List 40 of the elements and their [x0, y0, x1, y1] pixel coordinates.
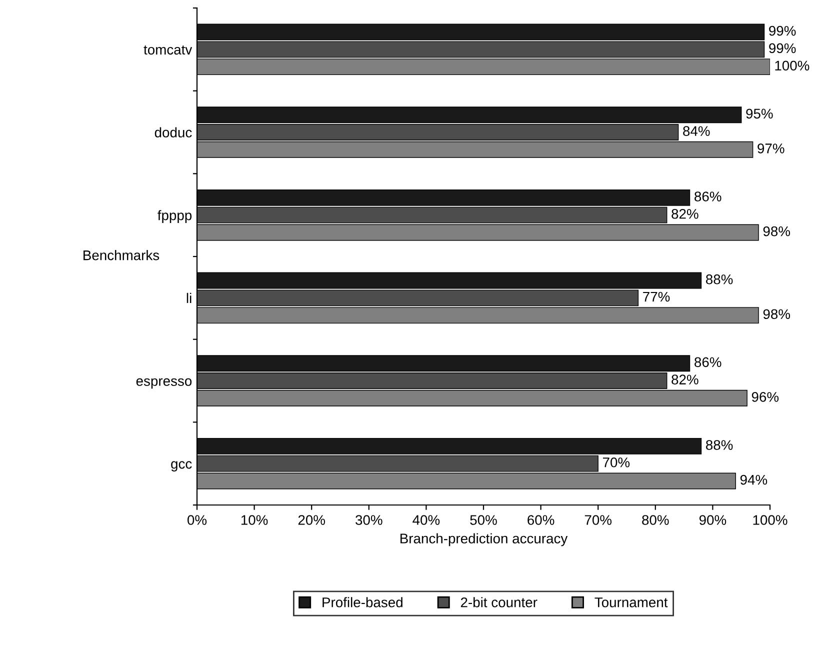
y-tick-label: fpppp: [158, 210, 192, 223]
legend-label: Profile-based: [322, 597, 402, 608]
x-tick-label: 70%: [584, 515, 612, 525]
x-tick-label: 90%: [699, 515, 726, 525]
data-label: 70%: [602, 457, 630, 468]
data-label: 98%: [763, 309, 790, 320]
y-tick-label: gcc: [171, 461, 192, 472]
legend-label: 2-bit counter: [460, 597, 538, 608]
data-label: 84%: [683, 126, 710, 136]
y-tick-label: li: [186, 292, 192, 303]
data-label: 86%: [694, 357, 722, 368]
data-label: 86%: [694, 192, 722, 202]
x-tick-label: 80%: [642, 515, 669, 525]
y-tick-label: espresso: [136, 378, 192, 389]
data-label: 98%: [763, 226, 790, 236]
x-tick-label: 50%: [470, 515, 497, 525]
data-label: 97%: [758, 144, 784, 154]
data-label: 96%: [752, 392, 779, 402]
y-tick-label: doduc: [154, 127, 192, 138]
x-tick-label: 0%: [188, 515, 207, 525]
legend-label: Tournament: [594, 598, 668, 608]
data-label: 88%: [706, 440, 733, 450]
x-axis-title: Branch-prediction accuracy: [400, 533, 568, 546]
x-tick-label: 30%: [356, 515, 382, 525]
data-label: 100%: [775, 60, 810, 71]
y-axis-title: Benchmarks: [84, 250, 160, 260]
data-label: 99%: [769, 26, 796, 36]
x-tick-label: 60%: [528, 515, 554, 525]
data-label: 99%: [769, 43, 796, 54]
x-tick-label: 20%: [298, 515, 326, 525]
y-tick-label: tomcatv: [144, 45, 192, 55]
data-label: 82%: [672, 374, 698, 384]
x-tick-label: 10%: [241, 515, 268, 525]
data-label: 94%: [740, 474, 768, 485]
data-label: 82%: [672, 208, 698, 219]
x-tick-label: 100%: [753, 515, 788, 525]
x-tick-label: 40%: [412, 515, 440, 525]
data-label: 88%: [706, 274, 733, 284]
data-label: 95%: [746, 108, 773, 119]
data-label: 77%: [643, 292, 670, 302]
